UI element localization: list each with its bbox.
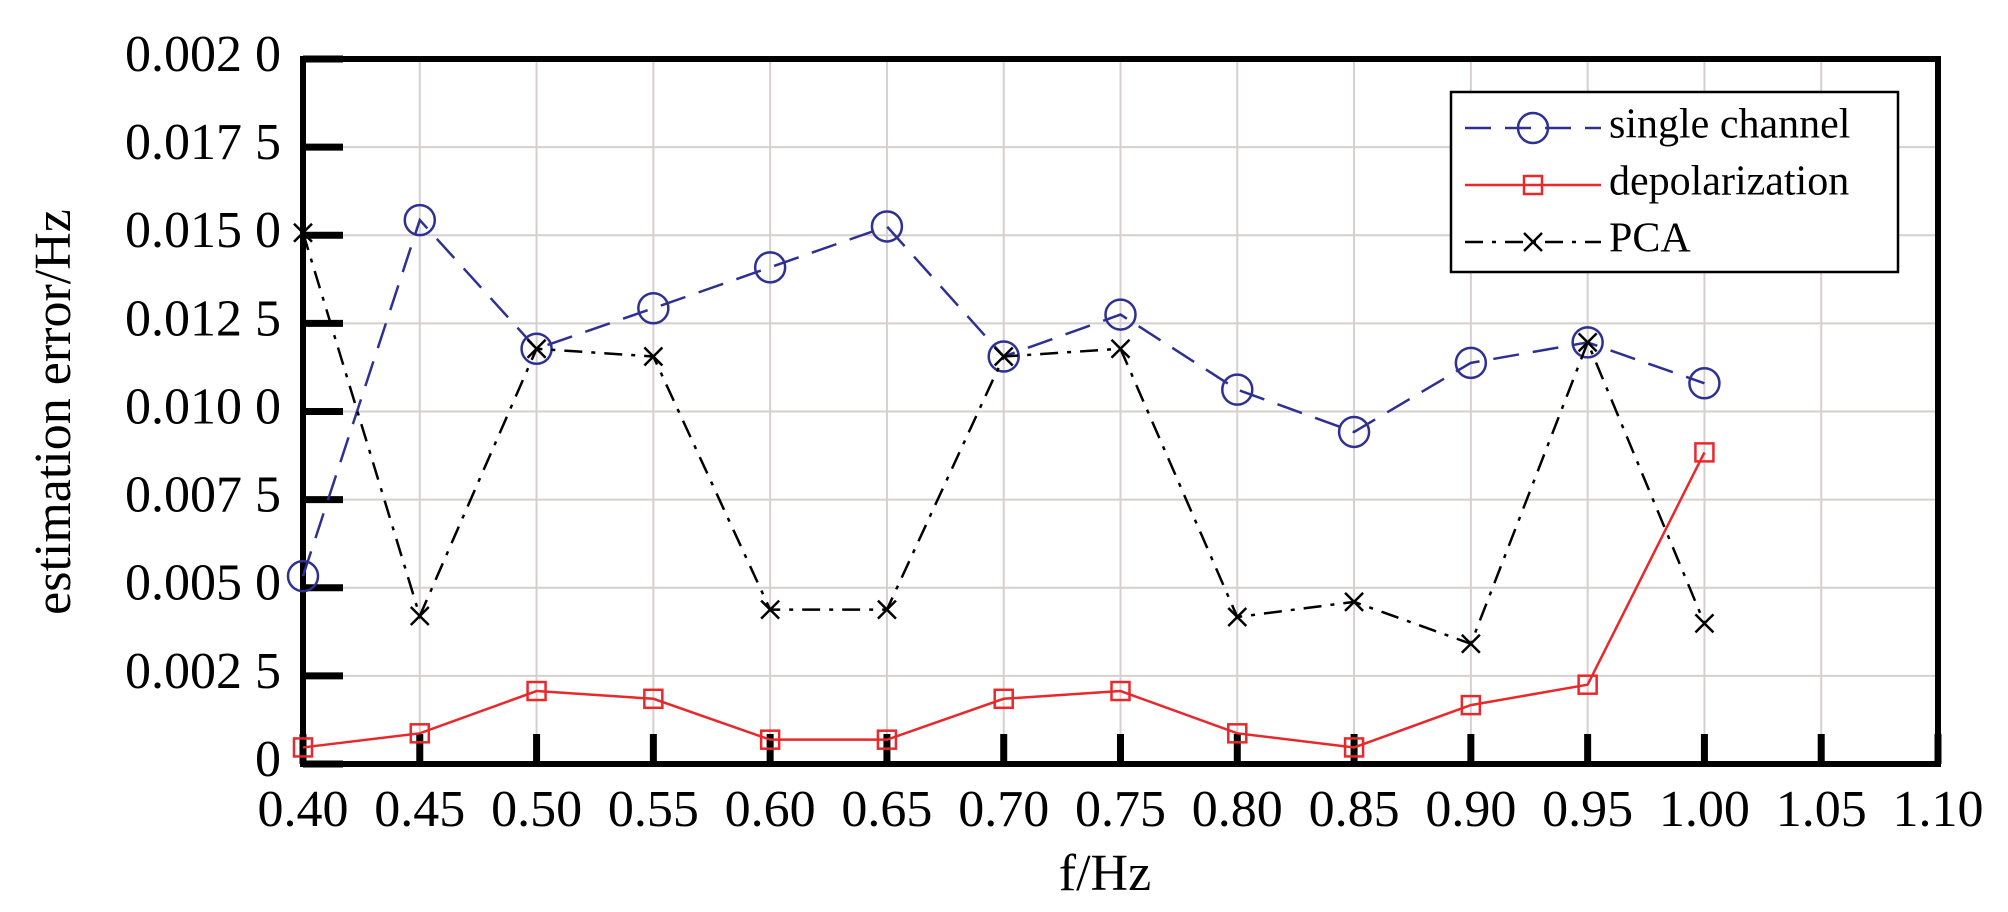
marker (760, 599, 781, 620)
marker (1337, 415, 1371, 449)
legend-box (1449, 90, 1900, 274)
marker (870, 210, 904, 243)
marker (1227, 723, 1248, 744)
x-tick-label: 0.40 (258, 781, 349, 838)
x-tick-label: 0.95 (1542, 781, 1633, 838)
marker (293, 222, 313, 243)
x-tick-label: 0.75 (1075, 781, 1166, 838)
y-tick-label: 0.002 5 (125, 643, 281, 700)
legend-marker (1523, 232, 1543, 252)
series-line (302, 451, 1706, 749)
y-tick-label: 0.012 5 (125, 290, 281, 347)
legend-label: single channel (1609, 102, 1850, 148)
marker (403, 203, 437, 237)
marker (1104, 298, 1137, 331)
marker (637, 291, 670, 325)
marker (1577, 332, 1598, 353)
marker (1110, 338, 1131, 359)
legend-marker (1516, 111, 1550, 145)
x-tick-label: 0.90 (1425, 781, 1516, 838)
x-tick-label: 0.45 (374, 781, 465, 838)
marker (643, 346, 664, 367)
marker (526, 338, 547, 359)
marker (1110, 680, 1131, 702)
marker (1343, 737, 1365, 758)
marker (1694, 613, 1715, 634)
x-tick-label: 0.55 (608, 781, 699, 838)
x-tick-label: 1.00 (1659, 781, 1750, 838)
marker (1221, 373, 1254, 406)
marker (1460, 694, 1482, 716)
y-tick-label: 0.010 0 (125, 378, 281, 435)
legend: single channel depolarization PCA (1449, 90, 1900, 274)
y-tick-label: 0 (255, 731, 281, 788)
marker (286, 559, 320, 593)
y-tick-label: 0.002 0 (125, 26, 281, 83)
y-tick-label: 0.007 5 (125, 467, 281, 524)
x-tick-label: 0.65 (841, 781, 932, 838)
marker (1460, 633, 1481, 654)
x-tick-label: 1.05 (1776, 781, 1867, 838)
marker (1688, 367, 1721, 400)
marker (292, 737, 314, 758)
y-axis-label: estimation error/Hz (25, 209, 82, 615)
x-axis-label: f/Hz (1059, 845, 1151, 902)
y-tick-label: 0.017 5 (125, 114, 281, 171)
marker (1344, 591, 1364, 612)
plot-frame (300, 56, 1941, 767)
x-tick-label: 1.10 (1893, 781, 1984, 838)
x-tick-label: 0.70 (958, 781, 1049, 838)
y-tick-label: 0.015 0 (125, 202, 281, 259)
marker (753, 251, 787, 284)
marker (1227, 607, 1248, 627)
x-tick-label: 0.50 (491, 781, 582, 838)
marker (409, 606, 430, 626)
marker (1577, 674, 1598, 695)
legend-marker (1522, 174, 1544, 196)
marker (526, 680, 547, 702)
marker (759, 729, 781, 750)
marker (1694, 442, 1715, 463)
marker (643, 688, 664, 710)
marker (993, 688, 1014, 710)
y-tick-label: 0.005 0 (125, 555, 281, 612)
marker (876, 729, 898, 750)
marker (993, 346, 1014, 367)
x-tick-label: 0.60 (725, 781, 816, 838)
marker (409, 723, 431, 744)
legend-label: depolarization (1609, 159, 1849, 205)
marker (877, 599, 897, 620)
legend-label: PCA (1609, 216, 1691, 262)
x-tick-label: 0.85 (1309, 781, 1400, 838)
marker (987, 340, 1020, 373)
marker (1571, 326, 1604, 359)
x-tick-label: 0.80 (1192, 781, 1283, 838)
marker (1454, 346, 1488, 380)
